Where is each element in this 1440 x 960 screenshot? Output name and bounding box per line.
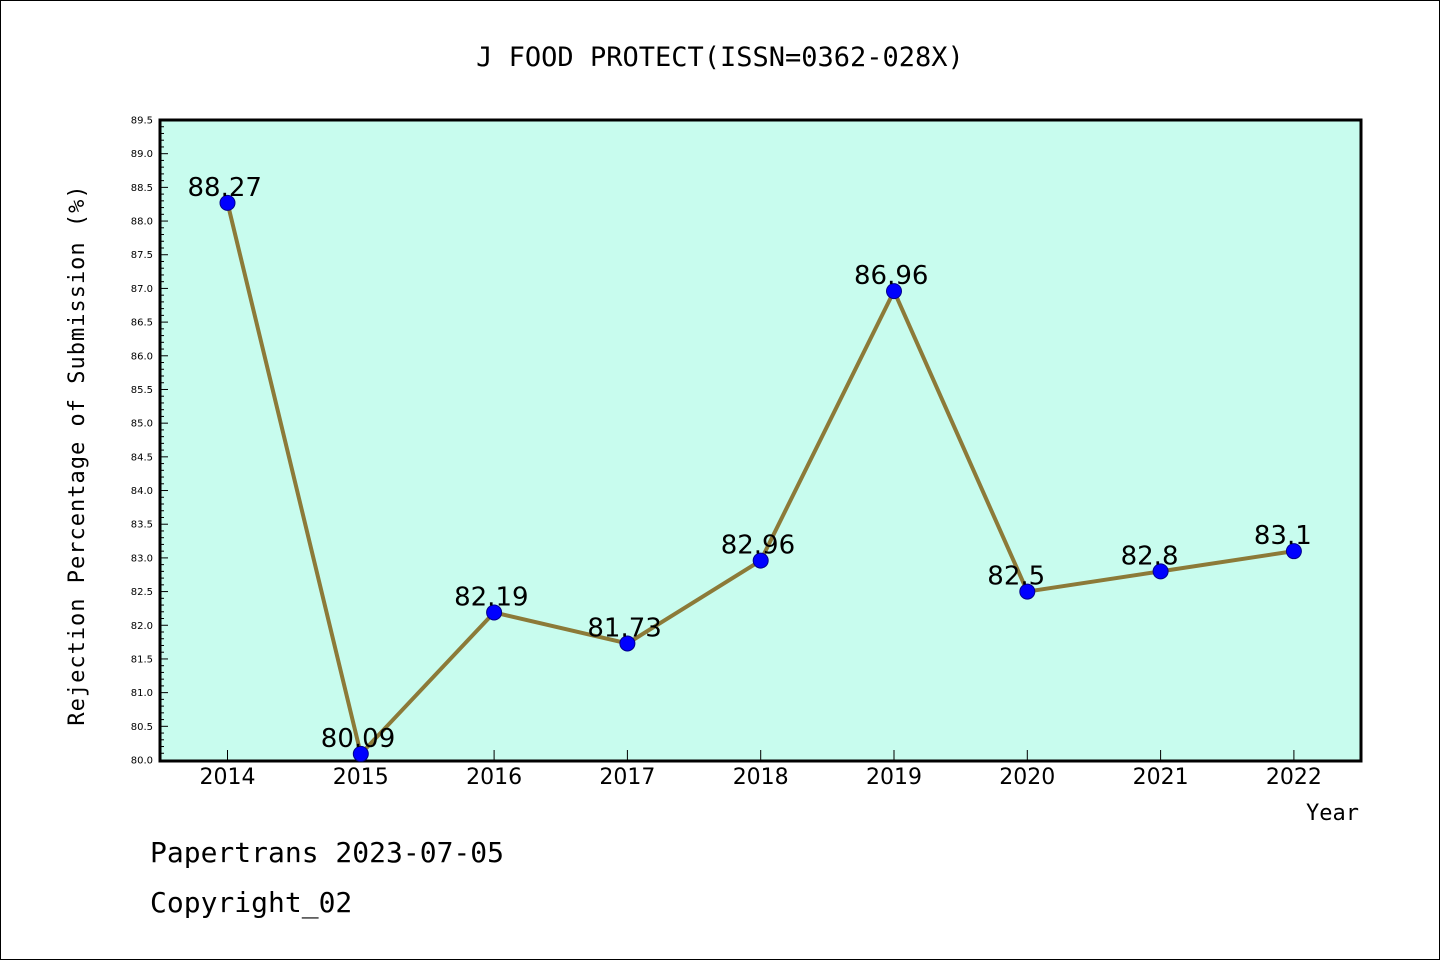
data-label: 82.19 — [454, 582, 528, 612]
data-point — [752, 552, 769, 569]
y-tick-label: 85.5 — [131, 385, 153, 396]
y-axis: 80.0 80.5 81.0 81.5 82.0 82.5 83.0 83.5 84.0 84.5… — [131, 116, 168, 767]
x-tick-label: 2018 — [733, 765, 789, 790]
y-tick-label: 83.5 — [131, 520, 153, 531]
x-tick-label: 2021 — [1133, 765, 1189, 790]
data-label: 82.96 — [721, 531, 795, 561]
y-tick-label: 81.5 — [131, 654, 153, 665]
data-label: 81.73 — [587, 613, 661, 643]
y-tick-label: 82.0 — [131, 621, 153, 632]
data-point — [619, 635, 636, 652]
x-tick-label: 2020 — [999, 765, 1055, 790]
x-axis-label: Year — [1306, 801, 1359, 826]
chart-title: J FOOD PROTECT(ISSN=0362-028X) — [476, 42, 964, 73]
y-tick-label: 86.5 — [131, 318, 153, 329]
y-tick-label: 80.0 — [131, 756, 153, 767]
data-point — [1152, 563, 1169, 580]
y-tick-label: 88.5 — [131, 183, 153, 194]
y-tick-label: 89.0 — [131, 149, 153, 160]
y-tick-label: 88.0 — [131, 217, 153, 228]
data-labels: 88.27 80.09 82.19 81.73 82.96 86.96 82.5 82.8 83… — [188, 173, 1312, 754]
y-tick-label: 82.5 — [131, 587, 153, 598]
footer-copyright: Copyright_02 — [150, 886, 353, 919]
series-markers — [219, 194, 1302, 762]
x-tick-label: 2019 — [866, 765, 922, 790]
data-point — [219, 194, 236, 211]
data-point — [352, 745, 369, 762]
x-tick-label: 2017 — [599, 765, 655, 790]
data-label: 80.09 — [321, 724, 395, 754]
data-point — [486, 604, 503, 621]
y-tick-label: 84.5 — [131, 452, 153, 463]
data-point — [886, 283, 902, 300]
y-tick-label: 80.5 — [131, 722, 153, 733]
y-tick-label: 81.0 — [131, 688, 153, 699]
y-tick-label: 83.0 — [131, 553, 153, 564]
data-label: 88.27 — [188, 173, 262, 203]
x-tick-label: 2016 — [466, 765, 522, 790]
y-tick-label: 84.0 — [131, 486, 153, 497]
data-label: 86.96 — [854, 261, 928, 291]
y-tick-label: 87.5 — [131, 250, 153, 261]
data-point — [1285, 543, 1302, 560]
x-tick-label: 2015 — [333, 765, 389, 790]
x-tick-label: 2022 — [1266, 765, 1322, 790]
footer-date: Papertrans 2023-07-05 — [150, 836, 505, 869]
data-point — [1019, 583, 1036, 600]
plot-area — [158, 118, 1363, 763]
data-label: 82.8 — [1121, 541, 1179, 571]
x-tick-label: 2014 — [200, 765, 256, 790]
y-axis-label: Rejection Percentage of Submission (%) — [65, 184, 90, 725]
data-label: 82.5 — [987, 562, 1045, 592]
y-tick-label: 85.0 — [131, 419, 153, 430]
x-axis: 2014 2015 2016 2017 2018 2019 2020 2021 2022 — [200, 750, 1322, 790]
data-label: 83.1 — [1254, 521, 1312, 551]
y-tick-label: 86.0 — [131, 351, 153, 362]
y-tick-label: 89.5 — [131, 116, 153, 127]
y-tick-label: 87.0 — [131, 284, 153, 295]
